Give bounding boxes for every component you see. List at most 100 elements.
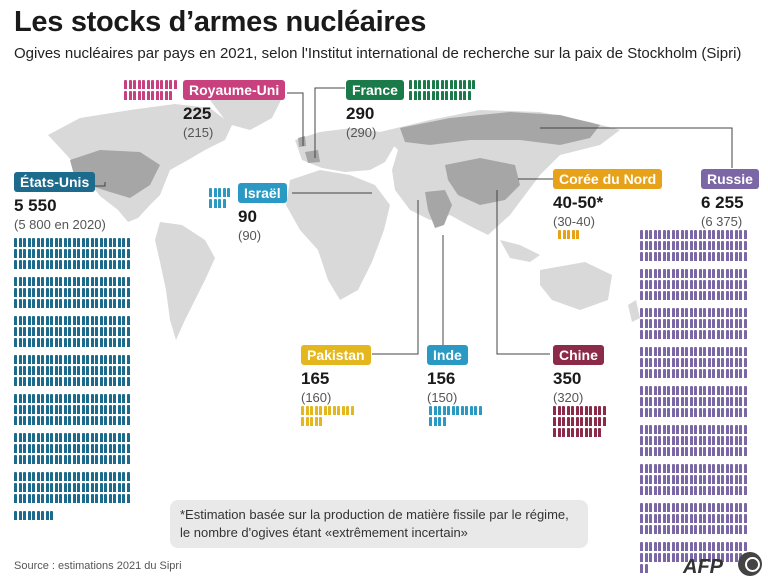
warhead-icon bbox=[662, 241, 666, 250]
warhead-icon bbox=[86, 444, 89, 453]
warhead-icon bbox=[50, 511, 53, 520]
warhead-icon bbox=[213, 199, 217, 208]
warhead-icon bbox=[427, 91, 430, 100]
warhead-icon bbox=[685, 425, 688, 434]
warhead-icon bbox=[122, 472, 125, 481]
afp-logo: AFP bbox=[683, 556, 723, 578]
warhead-icon bbox=[658, 475, 661, 484]
warhead-icon bbox=[644, 425, 648, 434]
warhead-icon bbox=[59, 366, 62, 375]
warhead-icon bbox=[649, 330, 652, 339]
warhead-icon bbox=[734, 280, 738, 289]
tag-pakistan: Pakistan bbox=[301, 345, 371, 365]
warhead-icon bbox=[95, 433, 98, 442]
warhead-icon bbox=[81, 299, 85, 308]
warhead-icon bbox=[689, 291, 693, 300]
warhead-icon bbox=[680, 447, 684, 456]
warhead-icon bbox=[36, 455, 40, 464]
warhead-icon bbox=[45, 366, 49, 375]
warhead-icon bbox=[712, 464, 715, 473]
warhead-icon bbox=[712, 386, 715, 395]
warhead-icon bbox=[703, 280, 706, 289]
warhead-icon bbox=[734, 241, 738, 250]
warhead-icon bbox=[32, 455, 35, 464]
warhead-icon bbox=[68, 394, 71, 403]
warhead-icon bbox=[671, 291, 675, 300]
warhead-icon bbox=[743, 503, 747, 512]
warhead-icon bbox=[27, 338, 31, 347]
warhead-icon bbox=[689, 308, 693, 317]
label-india: Inde 156 (150) bbox=[427, 345, 468, 405]
warhead-icon bbox=[27, 455, 31, 464]
warhead-icon bbox=[14, 494, 17, 503]
warhead-icon bbox=[95, 472, 98, 481]
warhead-icon bbox=[653, 542, 657, 551]
warhead-icon bbox=[712, 330, 715, 339]
warhead-icon bbox=[566, 417, 570, 426]
warhead-icon bbox=[721, 553, 724, 562]
warhead-icon bbox=[27, 316, 31, 325]
warhead-icon bbox=[712, 525, 715, 534]
warhead-icon bbox=[108, 277, 112, 286]
warhead-icon bbox=[68, 249, 71, 258]
warhead-icon bbox=[59, 238, 62, 247]
warhead-icon bbox=[558, 230, 561, 239]
warhead-icon bbox=[658, 486, 661, 495]
warhead-icon bbox=[743, 525, 747, 534]
warhead-icon bbox=[77, 299, 80, 308]
warhead-icon bbox=[86, 327, 89, 336]
warhead-icon bbox=[32, 338, 35, 347]
warhead-icon bbox=[712, 291, 715, 300]
warhead-icon bbox=[676, 486, 679, 495]
value-france: 290 bbox=[346, 104, 375, 123]
warhead-icon bbox=[68, 327, 71, 336]
warhead-icon bbox=[86, 377, 89, 386]
warhead-icon bbox=[571, 417, 574, 426]
warhead-icon bbox=[716, 330, 720, 339]
warhead-icon bbox=[707, 280, 711, 289]
warhead-icon bbox=[725, 397, 729, 406]
warhead-icon bbox=[662, 408, 666, 417]
warhead-icon bbox=[698, 464, 702, 473]
warhead-icon bbox=[72, 338, 76, 347]
warhead-icon bbox=[126, 394, 130, 403]
warhead-icon bbox=[680, 369, 684, 378]
warhead-icon bbox=[712, 475, 715, 484]
warhead-icon bbox=[23, 511, 26, 520]
warhead-icon bbox=[703, 475, 706, 484]
warhead-icon bbox=[658, 369, 661, 378]
warhead-icon bbox=[50, 316, 53, 325]
warhead-icon bbox=[113, 377, 116, 386]
warhead-icon bbox=[41, 394, 44, 403]
warhead-icon bbox=[640, 347, 643, 356]
warhead-icon bbox=[27, 377, 31, 386]
tag-uk: Royaume-Uni bbox=[183, 80, 286, 100]
warhead-icon bbox=[694, 542, 697, 551]
warhead-icon bbox=[54, 377, 58, 386]
warhead-icon bbox=[644, 319, 648, 328]
warhead-icon bbox=[716, 308, 720, 317]
warhead-icon bbox=[104, 327, 107, 336]
warhead-icon bbox=[36, 511, 40, 520]
warhead-icon bbox=[90, 444, 94, 453]
warhead-icon bbox=[104, 455, 107, 464]
warhead-icon bbox=[63, 416, 67, 425]
warhead-icon bbox=[667, 269, 670, 278]
warhead-icon bbox=[99, 472, 103, 481]
warhead-icon bbox=[45, 238, 49, 247]
warhead-icon bbox=[108, 494, 112, 503]
warhead-icon bbox=[694, 553, 697, 562]
warhead-icon bbox=[640, 252, 643, 261]
landmass-greenland bbox=[210, 92, 282, 130]
warhead-icon bbox=[716, 475, 720, 484]
warhead-icon bbox=[218, 199, 221, 208]
warhead-icon bbox=[18, 377, 22, 386]
warhead-icon bbox=[126, 338, 130, 347]
warhead-icon bbox=[671, 397, 675, 406]
warhead-icon bbox=[50, 260, 53, 269]
warhead-icon bbox=[41, 494, 44, 503]
warhead-icon bbox=[36, 316, 40, 325]
warhead-icon bbox=[36, 355, 40, 364]
warhead-icon bbox=[27, 444, 31, 453]
warhead-icon bbox=[644, 241, 648, 250]
